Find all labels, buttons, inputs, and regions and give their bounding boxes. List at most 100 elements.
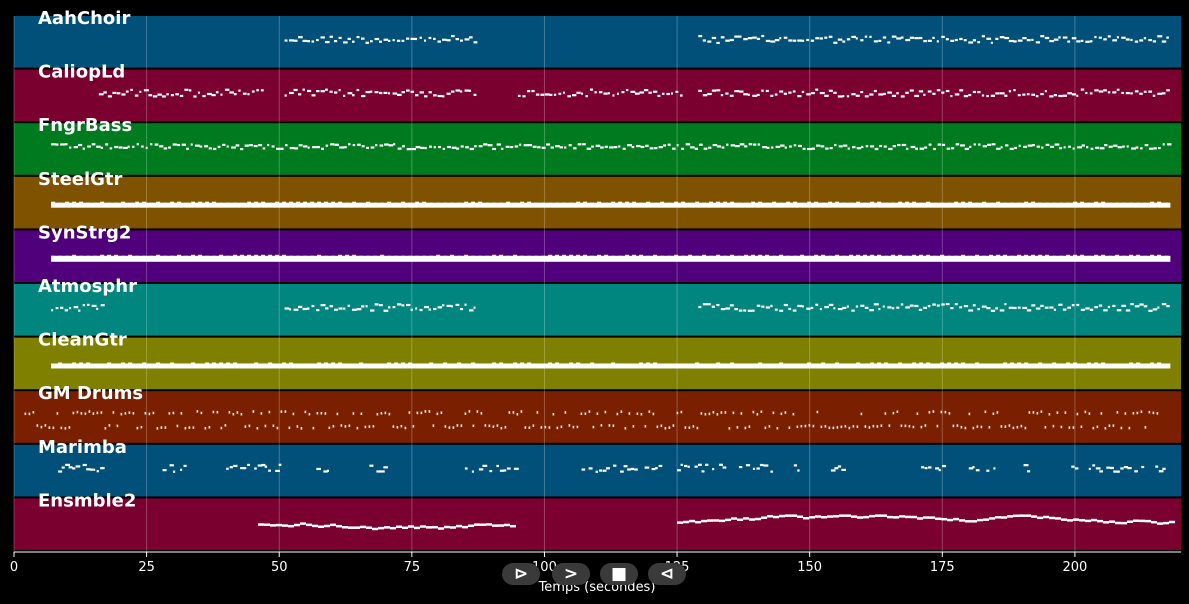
note	[211, 93, 216, 97]
note	[380, 202, 385, 205]
drum-hit	[996, 411, 999, 414]
note	[86, 362, 91, 364]
note	[505, 145, 510, 148]
note	[630, 90, 636, 93]
note	[857, 516, 864, 519]
note	[580, 92, 584, 95]
drum-hit	[856, 425, 859, 428]
note	[1148, 38, 1152, 42]
note	[100, 304, 105, 307]
drum-hit	[336, 412, 339, 416]
note	[846, 305, 849, 308]
note	[510, 145, 514, 149]
note	[247, 363, 252, 365]
note	[1134, 40, 1139, 43]
drum-hit	[156, 427, 159, 430]
note	[851, 35, 856, 39]
note	[428, 36, 432, 40]
note	[721, 146, 725, 149]
note	[1090, 147, 1094, 150]
note	[91, 143, 96, 146]
note	[325, 88, 328, 91]
note	[1063, 146, 1066, 149]
note	[819, 91, 825, 95]
note	[771, 146, 774, 149]
note	[1134, 305, 1140, 308]
note	[343, 41, 348, 44]
note	[289, 146, 295, 150]
play-icon: ⊳	[513, 564, 529, 584]
drum-hit	[956, 424, 959, 427]
note	[959, 519, 966, 522]
note	[114, 202, 119, 205]
note	[756, 37, 761, 40]
note	[694, 465, 698, 468]
drum-hit	[928, 411, 931, 414]
note	[1022, 306, 1028, 310]
note	[810, 306, 814, 310]
note	[387, 362, 392, 364]
note	[361, 37, 365, 40]
note	[861, 145, 864, 149]
note	[465, 146, 469, 149]
note	[498, 524, 505, 527]
note	[951, 147, 955, 150]
note	[1080, 88, 1085, 91]
track-lane	[14, 123, 1181, 175]
note	[752, 36, 757, 39]
drum-hit	[1072, 426, 1075, 429]
note	[1143, 363, 1148, 365]
note	[730, 201, 735, 204]
note	[991, 143, 996, 146]
track-label: FngrBass	[38, 115, 132, 136]
note	[743, 309, 747, 312]
forward-button[interactable]: >	[552, 563, 590, 585]
note	[1121, 521, 1128, 525]
note	[1164, 255, 1169, 258]
note	[302, 307, 308, 311]
note	[681, 147, 685, 150]
note	[268, 469, 272, 472]
drum-hit	[624, 427, 627, 430]
note	[219, 202, 224, 205]
note	[1140, 147, 1143, 150]
drum-hit	[836, 426, 839, 429]
note	[422, 363, 427, 365]
note	[370, 90, 373, 93]
note	[993, 467, 996, 470]
note	[839, 514, 846, 517]
note	[989, 202, 994, 205]
note	[793, 201, 798, 204]
note	[310, 201, 315, 204]
note	[306, 523, 313, 527]
note	[950, 94, 953, 98]
back-button[interactable]: ⊲	[648, 563, 686, 585]
drum-hit	[1056, 411, 1059, 414]
note	[881, 514, 888, 517]
note	[294, 523, 301, 527]
note	[882, 36, 887, 39]
note	[917, 517, 924, 520]
note	[698, 305, 702, 309]
note	[312, 146, 317, 149]
note	[406, 148, 411, 151]
note	[91, 304, 97, 308]
note	[468, 524, 475, 528]
stop-button[interactable]: ■	[600, 563, 638, 585]
play-button[interactable]: ⊳	[502, 563, 540, 585]
note	[233, 93, 237, 96]
track-label: Marimba	[38, 437, 127, 458]
note	[851, 93, 856, 96]
note	[190, 143, 193, 146]
note	[87, 303, 90, 306]
note	[464, 254, 469, 257]
note	[1067, 519, 1074, 522]
note	[1072, 147, 1075, 150]
note	[311, 304, 315, 308]
drum-hit	[384, 411, 387, 415]
note	[1099, 147, 1105, 150]
note	[1087, 362, 1092, 364]
note	[240, 254, 245, 257]
note	[370, 309, 375, 312]
note	[212, 255, 217, 258]
